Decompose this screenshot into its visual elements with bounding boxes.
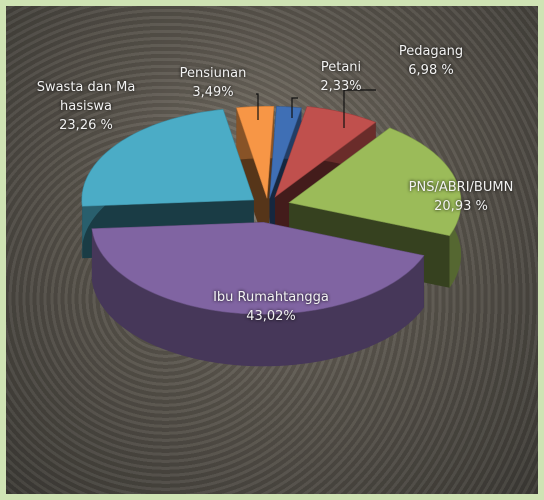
data-label: Pedagang 6,98 % — [386, 42, 476, 80]
value-label: 6,98 % — [408, 63, 454, 78]
pie-chart — [81, 89, 462, 367]
slice-top — [91, 221, 425, 315]
category-label: Pedagang — [398, 44, 464, 59]
slice-top — [269, 106, 302, 199]
leader-line — [343, 89, 376, 128]
slice-top — [235, 106, 275, 199]
data-label: Ibu Rumahtangga 43,02% — [201, 288, 341, 326]
slice-top — [288, 127, 462, 237]
slice — [235, 106, 275, 251]
data-label: Swasta dan Mahasiswa 23,26 % — [36, 78, 136, 135]
slice — [91, 221, 425, 367]
category-label: Pensiunan — [179, 66, 247, 81]
leader-line — [291, 97, 298, 118]
data-label: Petani 2,33% — [306, 58, 376, 96]
slice-top — [81, 109, 255, 207]
data-label: Pensiunan 3,49% — [168, 64, 258, 102]
category-label: Petani — [320, 60, 362, 75]
value-label: 3,49% — [192, 85, 234, 100]
category-label: Swasta dan Mahasiswa — [36, 80, 136, 114]
value-label: 20,93 % — [434, 199, 488, 214]
value-label: 23,26 % — [59, 118, 113, 133]
slice-wall — [91, 228, 424, 367]
value-label: 43,02% — [246, 309, 296, 324]
data-label: PNS/ABRI/BUMN 20,93 % — [406, 178, 516, 216]
category-label: Ibu Rumahtangga — [213, 290, 329, 305]
category-label: PNS/ABRI/BUMN — [408, 180, 514, 195]
leader-line — [256, 93, 259, 120]
slice-top — [274, 106, 377, 198]
value-label: 2,33% — [320, 79, 362, 94]
